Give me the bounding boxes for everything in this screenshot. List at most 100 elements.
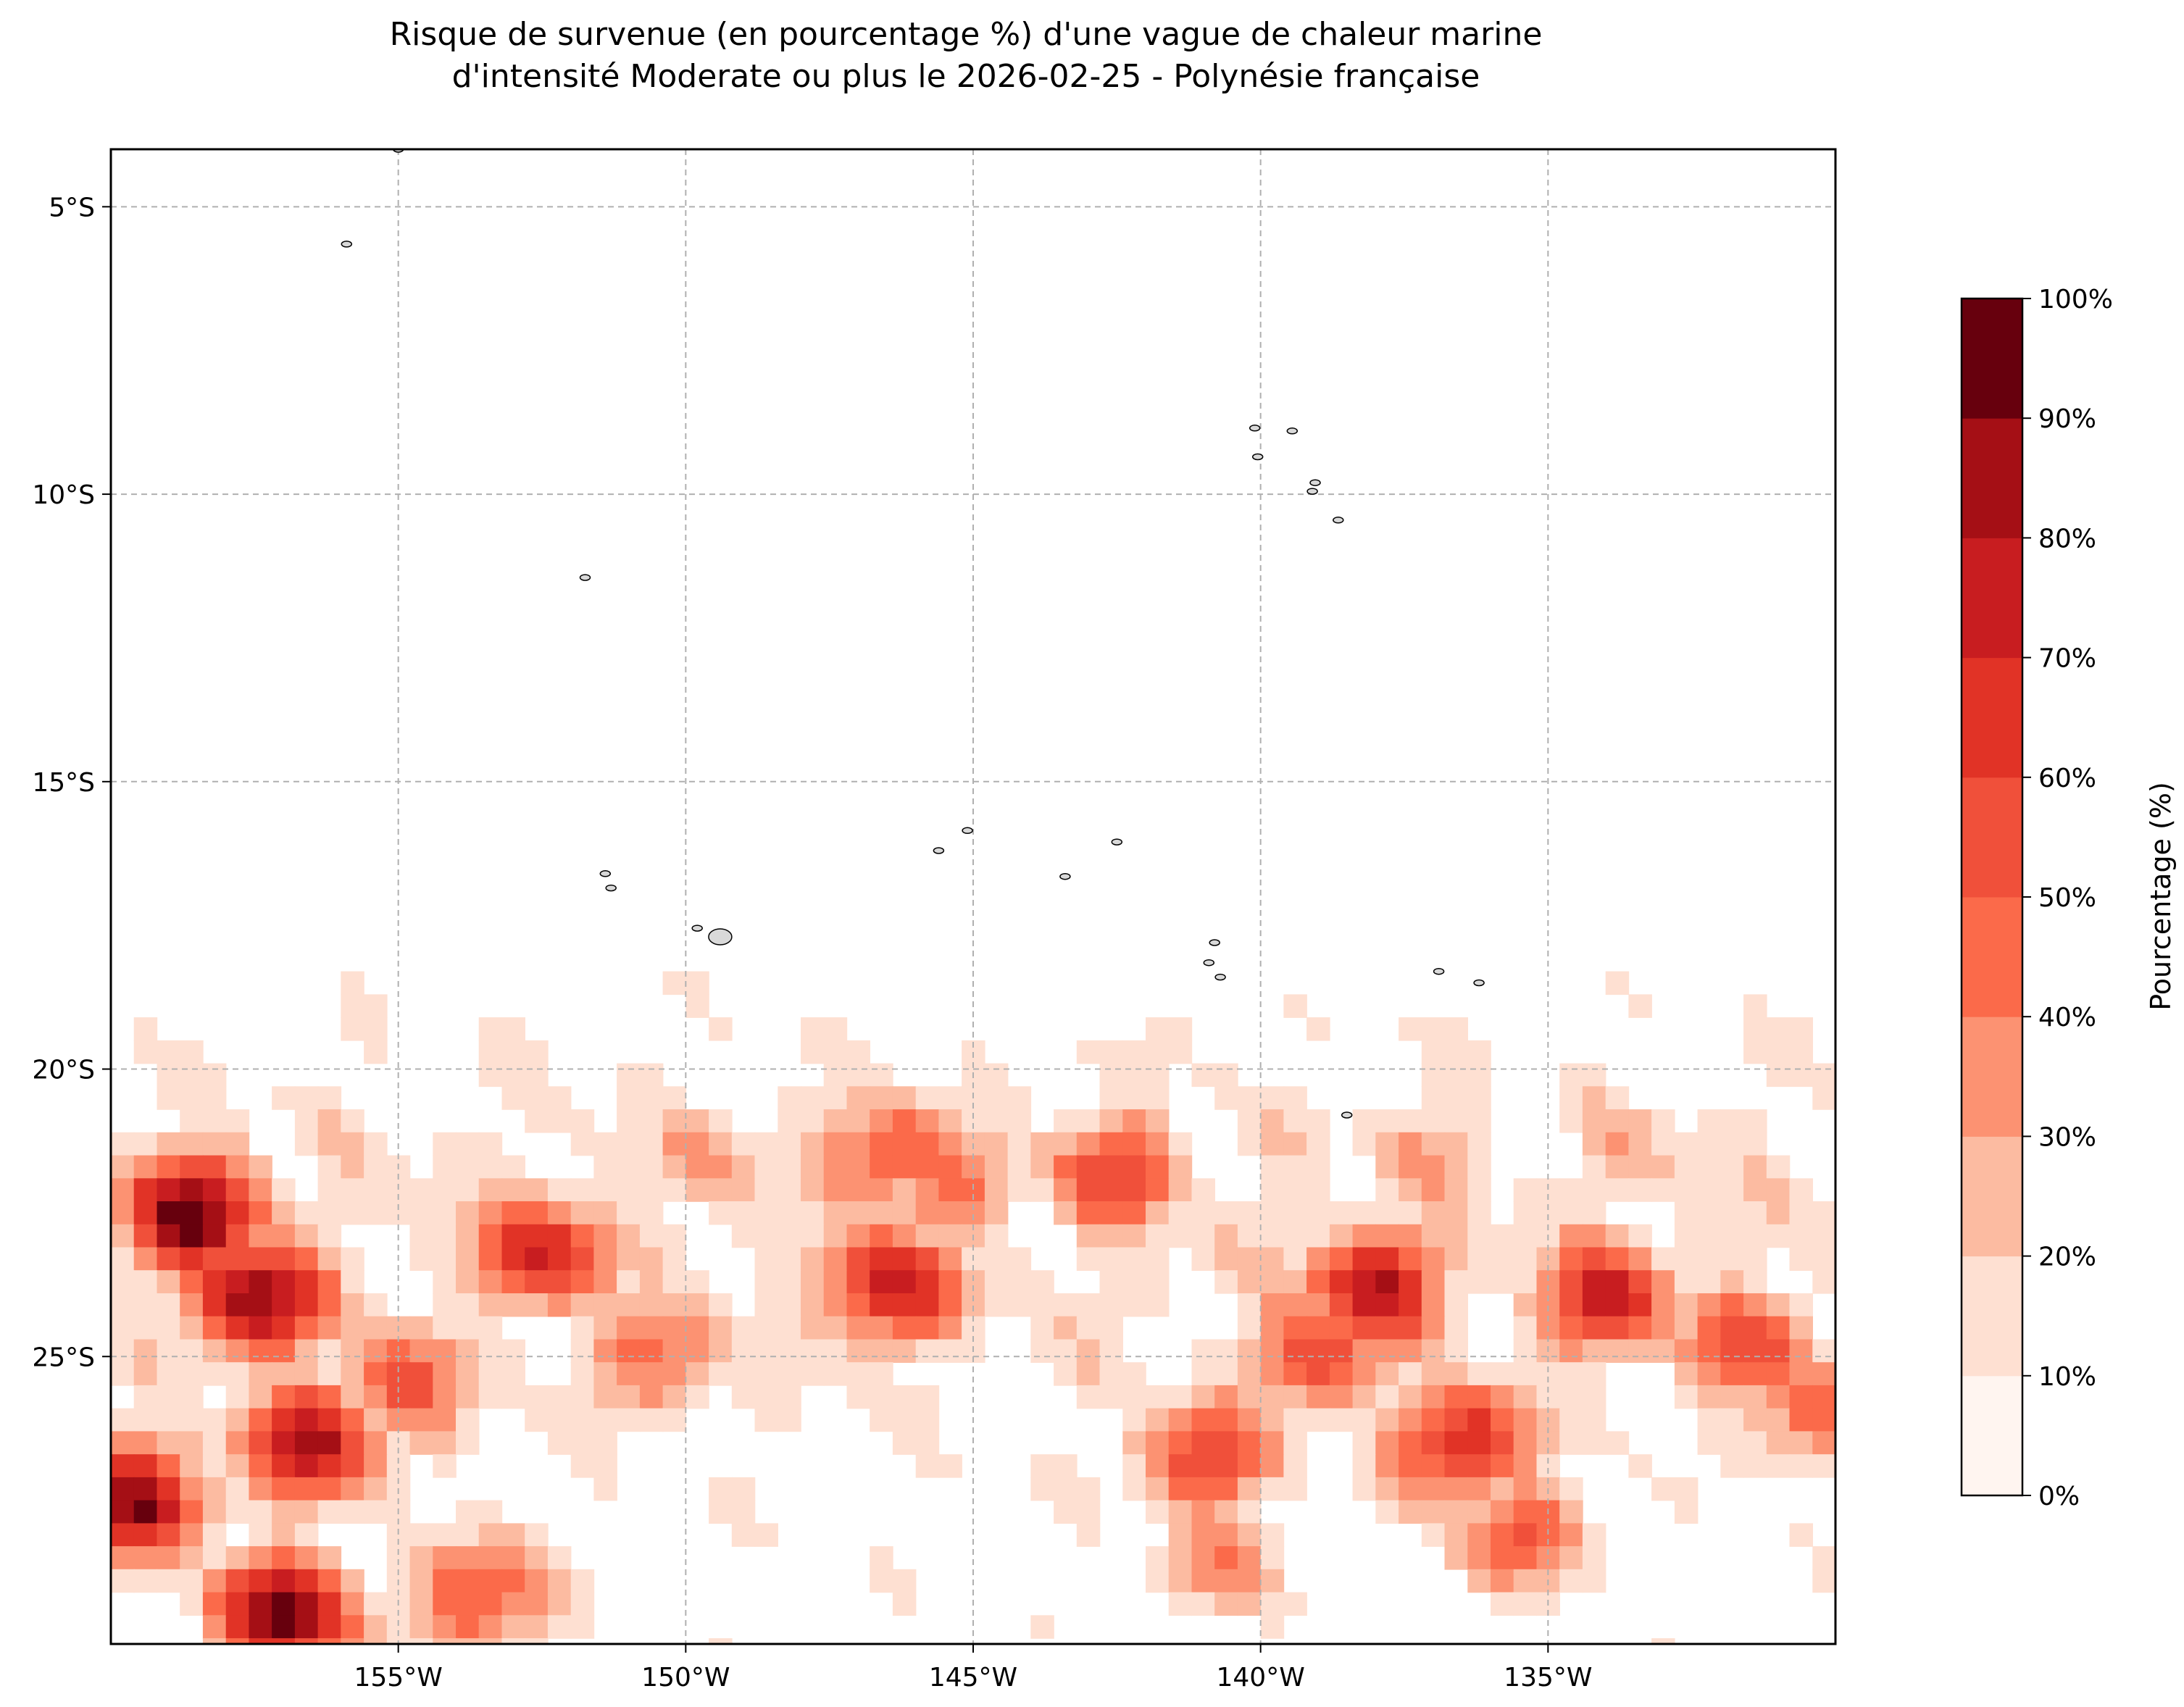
risk-cell <box>1399 1293 1422 1317</box>
risk-cell <box>133 1500 158 1524</box>
risk-cell <box>501 1086 525 1110</box>
risk-cell <box>180 1592 204 1616</box>
risk-cell <box>639 1132 664 1156</box>
risk-cell <box>1054 1155 1078 1180</box>
risk-cell <box>570 1362 595 1386</box>
island-outline <box>1111 838 1123 846</box>
risk-cell <box>617 1408 641 1432</box>
risk-cell <box>1491 1454 1514 1478</box>
risk-cell <box>1191 1178 1215 1202</box>
risk-cell <box>1306 1201 1330 1225</box>
risk-cell <box>525 1408 549 1432</box>
risk-cell <box>433 1569 457 1593</box>
risk-cell <box>317 1500 342 1524</box>
risk-cell <box>225 1109 250 1133</box>
y-tick-label: 25°S <box>32 1343 95 1372</box>
risk-cell <box>1237 1109 1262 1133</box>
risk-cell <box>1766 1017 1791 1041</box>
risk-cell <box>294 1247 319 1271</box>
risk-cell <box>639 1270 664 1294</box>
risk-cell <box>1812 1339 1835 1363</box>
risk-cell <box>1444 1017 1468 1041</box>
risk-cell <box>1513 1293 1538 1317</box>
risk-cell <box>823 1109 848 1133</box>
risk-cell <box>1628 1247 1652 1271</box>
risk-cell <box>1054 1109 1078 1133</box>
risk-cell <box>272 1500 296 1524</box>
risk-cell <box>915 1086 940 1110</box>
risk-cell <box>202 1270 227 1294</box>
risk-cell <box>570 1339 595 1363</box>
risk-cell <box>1306 1339 1330 1363</box>
risk-cell <box>1076 1201 1101 1225</box>
risk-cell <box>525 1523 549 1547</box>
risk-cell <box>180 1109 204 1133</box>
risk-cell <box>1812 1063 1835 1088</box>
risk-cell <box>225 1385 250 1409</box>
risk-cell <box>1054 1316 1078 1340</box>
risk-cell <box>157 1569 180 1593</box>
risk-cell <box>870 1316 893 1340</box>
risk-cell <box>133 1293 158 1317</box>
risk-cell <box>731 1178 756 1202</box>
risk-cell <box>1054 1293 1078 1317</box>
risk-cell <box>1491 1224 1514 1248</box>
x-tick-label: 140°W <box>1217 1663 1305 1693</box>
risk-cell <box>1513 1247 1538 1271</box>
risk-cell <box>272 1431 296 1455</box>
island-outline <box>691 925 703 932</box>
risk-cell <box>202 1109 227 1133</box>
risk-cell <box>1651 1477 1675 1501</box>
risk-cell <box>225 1201 250 1225</box>
risk-cell <box>202 1362 227 1386</box>
risk-cell <box>1697 1224 1722 1248</box>
risk-cell <box>846 1132 870 1156</box>
longitude-ticks: 155°W 150°W 145°W 140°W 135°W <box>354 1644 1592 1693</box>
island-outline <box>579 574 591 581</box>
risk-cell <box>1628 1178 1652 1202</box>
risk-cell <box>731 1316 756 1340</box>
risk-cell <box>617 1293 641 1317</box>
risk-cell <box>1375 1224 1399 1248</box>
risk-cell <box>984 1224 1009 1248</box>
risk-cell <box>272 1316 296 1340</box>
island-outline <box>1433 967 1445 975</box>
risk-cell <box>870 1362 893 1386</box>
risk-cell <box>1030 1615 1054 1639</box>
risk-cell <box>1651 1132 1675 1156</box>
risk-cell <box>1375 1408 1399 1432</box>
colorbar-segment <box>1962 1256 2022 1377</box>
risk-cell <box>249 1316 272 1340</box>
risk-cell <box>801 1362 825 1386</box>
risk-cell <box>249 1385 272 1409</box>
risk-cell <box>754 1293 778 1317</box>
risk-cell <box>272 1615 296 1639</box>
risk-cell <box>754 1178 778 1202</box>
risk-cell <box>294 1592 319 1616</box>
risk-cell <box>157 1155 180 1180</box>
risk-cell <box>1076 1247 1101 1271</box>
risk-cell <box>662 1224 687 1248</box>
risk-cell <box>1582 1224 1606 1248</box>
risk-cell <box>341 1155 364 1180</box>
risk-cell <box>180 1247 204 1271</box>
risk-cell <box>593 1385 617 1409</box>
risk-cell <box>1283 1431 1307 1455</box>
risk-cell <box>111 1362 135 1386</box>
risk-cell <box>1743 1224 1767 1248</box>
risk-cell <box>593 1201 617 1225</box>
risk-cell <box>317 1592 342 1616</box>
risk-cell <box>202 1592 227 1616</box>
risk-cell <box>249 1638 272 1644</box>
risk-cell <box>1076 1224 1101 1248</box>
risk-cell <box>456 1132 480 1156</box>
risk-cell <box>1260 1293 1285 1317</box>
risk-cell <box>1467 1477 1491 1501</box>
risk-cell <box>1260 1592 1285 1616</box>
risk-cell <box>1628 1293 1652 1317</box>
risk-cell <box>1674 1247 1699 1271</box>
risk-cell <box>317 1247 342 1271</box>
risk-cell <box>341 1201 364 1225</box>
risk-cell <box>501 1063 525 1088</box>
